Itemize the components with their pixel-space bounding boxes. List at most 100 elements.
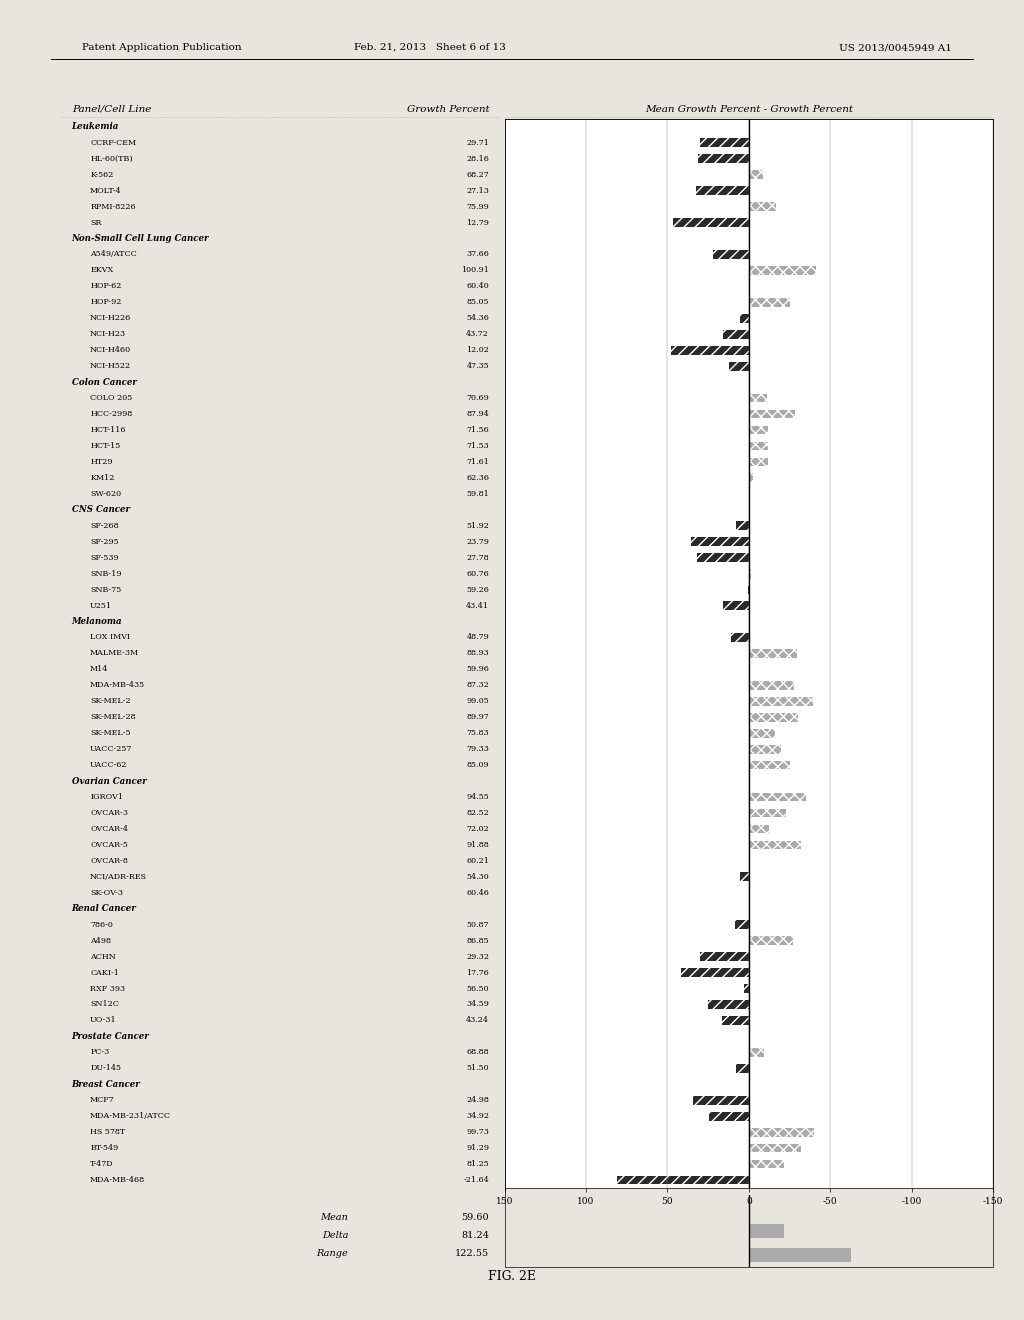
Bar xyxy=(749,282,751,290)
Text: OVCAR-3: OVCAR-3 xyxy=(90,809,128,817)
Text: 24.98: 24.98 xyxy=(466,1096,489,1105)
Bar xyxy=(697,154,749,164)
Text: SNB-19: SNB-19 xyxy=(90,570,122,578)
Bar xyxy=(740,873,749,882)
Text: A549/ATCC: A549/ATCC xyxy=(90,251,137,259)
Text: SNB-75: SNB-75 xyxy=(90,586,122,594)
Bar xyxy=(700,139,749,147)
Text: KM12: KM12 xyxy=(90,474,115,482)
Text: 34.59: 34.59 xyxy=(466,1001,489,1008)
Text: 54.30: 54.30 xyxy=(466,873,489,880)
Text: 60.46: 60.46 xyxy=(466,888,489,896)
Text: 59.26: 59.26 xyxy=(466,586,489,594)
Text: 786-0: 786-0 xyxy=(90,920,113,929)
Text: 85.05: 85.05 xyxy=(467,298,489,306)
Bar xyxy=(749,792,806,801)
Text: IGROV1: IGROV1 xyxy=(90,793,123,801)
Bar xyxy=(749,409,795,418)
Bar xyxy=(749,170,763,180)
Text: CCRF-CEM: CCRF-CEM xyxy=(90,139,136,147)
Text: 70.69: 70.69 xyxy=(466,395,489,403)
Bar xyxy=(749,1224,784,1238)
Text: 17.76: 17.76 xyxy=(466,969,489,977)
Text: DU-145: DU-145 xyxy=(90,1064,121,1072)
Text: 27.13: 27.13 xyxy=(466,186,489,194)
Bar xyxy=(749,267,816,275)
Text: HCT-15: HCT-15 xyxy=(90,442,121,450)
Text: 99.05: 99.05 xyxy=(466,697,489,705)
Text: Renal Cancer: Renal Cancer xyxy=(72,904,136,913)
Text: SK-MEL-5: SK-MEL-5 xyxy=(90,729,131,737)
Bar xyxy=(729,362,749,371)
Bar xyxy=(749,1249,852,1262)
Text: HCC-2998: HCC-2998 xyxy=(90,411,132,418)
Text: HL-60(TB): HL-60(TB) xyxy=(90,154,133,162)
Bar xyxy=(749,713,799,722)
Bar xyxy=(749,569,751,578)
Bar xyxy=(749,425,768,434)
Text: Ovarian Cancer: Ovarian Cancer xyxy=(72,776,146,785)
Text: 71.61: 71.61 xyxy=(466,458,489,466)
Text: 81.24: 81.24 xyxy=(461,1232,489,1239)
Text: A498: A498 xyxy=(90,937,112,945)
Text: HOP-92: HOP-92 xyxy=(90,298,122,306)
Text: 75.83: 75.83 xyxy=(467,729,489,737)
Text: 122.55: 122.55 xyxy=(455,1250,489,1258)
Text: 51.50: 51.50 xyxy=(467,1064,489,1072)
Text: U251: U251 xyxy=(90,602,112,610)
Bar xyxy=(749,825,769,833)
Text: MDA-MB-468: MDA-MB-468 xyxy=(90,1176,145,1184)
Bar xyxy=(709,1001,749,1008)
Text: 23.79: 23.79 xyxy=(466,537,489,545)
Text: 59.96: 59.96 xyxy=(466,665,489,673)
Text: NCI-H226: NCI-H226 xyxy=(90,314,131,322)
Bar xyxy=(749,841,802,849)
Text: SR: SR xyxy=(90,219,101,227)
Text: T-47D: T-47D xyxy=(90,1160,114,1168)
Text: 71.53: 71.53 xyxy=(466,442,489,450)
Bar xyxy=(749,442,768,450)
Text: HS 578T: HS 578T xyxy=(90,1129,125,1137)
Text: 12.02: 12.02 xyxy=(466,346,489,354)
Text: FIG. 2E: FIG. 2E xyxy=(488,1270,536,1283)
Text: 51.92: 51.92 xyxy=(466,521,489,529)
Text: SK-MEL-2: SK-MEL-2 xyxy=(90,697,131,705)
Text: 59.60: 59.60 xyxy=(462,1213,489,1221)
Text: ACHN: ACHN xyxy=(90,953,116,961)
Bar xyxy=(723,330,749,339)
Text: BT-549: BT-549 xyxy=(90,1144,119,1152)
Text: 79.33: 79.33 xyxy=(466,746,489,754)
Text: Panel/Cell Line: Panel/Cell Line xyxy=(72,104,152,114)
Bar xyxy=(749,298,791,306)
Bar xyxy=(736,521,749,531)
Bar xyxy=(709,1111,749,1121)
Text: 29.71: 29.71 xyxy=(466,139,489,147)
Text: 34.92: 34.92 xyxy=(466,1113,489,1121)
Text: HCT-116: HCT-116 xyxy=(90,426,126,434)
Bar xyxy=(749,1127,814,1137)
Bar xyxy=(749,729,775,738)
Bar xyxy=(749,760,791,770)
Text: 99.73: 99.73 xyxy=(466,1129,489,1137)
Text: 29.32: 29.32 xyxy=(466,953,489,961)
Bar xyxy=(743,985,749,993)
Bar xyxy=(673,218,749,227)
Text: 43.41: 43.41 xyxy=(466,602,489,610)
Text: NCI-H460: NCI-H460 xyxy=(90,346,131,354)
Text: 87.94: 87.94 xyxy=(466,411,489,418)
Text: Colon Cancer: Colon Cancer xyxy=(72,378,136,387)
Text: 56.50: 56.50 xyxy=(467,985,489,993)
Bar xyxy=(697,553,749,562)
Bar xyxy=(749,393,767,403)
Text: 100.91: 100.91 xyxy=(461,267,489,275)
Text: SF-295: SF-295 xyxy=(90,537,119,545)
Text: 81.25: 81.25 xyxy=(466,1160,489,1168)
Bar xyxy=(723,601,749,610)
Text: PC-3: PC-3 xyxy=(90,1048,110,1056)
Text: 68.88: 68.88 xyxy=(467,1048,489,1056)
Text: Growth Percent: Growth Percent xyxy=(407,104,489,114)
Text: 59.81: 59.81 xyxy=(466,490,489,498)
Text: 88.93: 88.93 xyxy=(466,649,489,657)
Text: CAKI-1: CAKI-1 xyxy=(90,969,119,977)
Text: HOP-62: HOP-62 xyxy=(90,282,122,290)
